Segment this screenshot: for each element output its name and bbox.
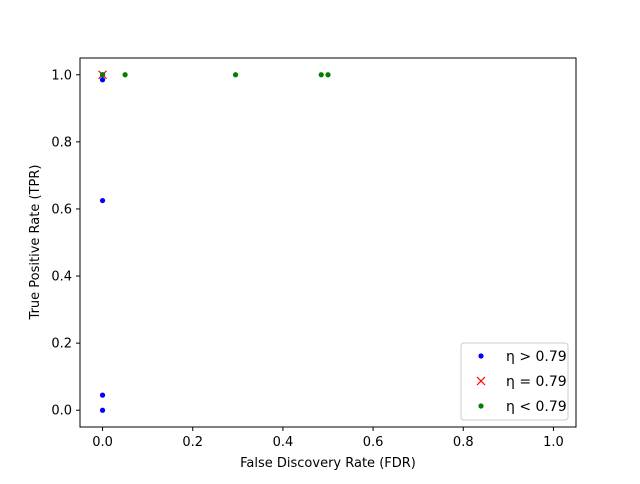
legend-label-2: η < 0.79 [506,399,567,415]
y-axis-label: True Positive Rate (TPR) [28,165,43,321]
plot-frame [79,57,577,428]
x-tick-label: 0.2 [182,435,203,450]
legend-box [460,342,569,421]
data-point-series-2 [99,72,106,78]
y-tick-label: 0.6 [51,202,72,217]
data-point-series-0 [99,77,106,83]
x-axis-label: False Discovery Rate (FDR) [240,456,416,471]
data-point-series-2 [232,72,239,78]
y-tick-label: 0.2 [51,337,72,352]
data-point-series-0 [99,407,106,413]
data-point-series-0 [99,392,106,398]
x-tick-label: 0.6 [363,435,384,450]
legend-label-0: η > 0.79 [506,349,567,365]
y-tick-label: 0.4 [51,270,72,285]
x-tick-label: 0.4 [273,435,294,450]
data-point-series-2 [122,72,128,78]
data-point-series-0 [99,197,106,204]
x-tick-label: 0.8 [453,435,474,450]
data-point-series-2 [318,72,324,78]
y-tick-label: 0.8 [51,135,72,150]
y-tick-label: 1.0 [51,68,72,83]
legend-marker-1 [476,376,486,386]
legend-label-1: η = 0.79 [506,374,567,390]
legend-marker-0 [478,353,484,359]
data-point-series-2 [325,72,331,78]
legend-marker-2 [478,403,484,409]
x-tick-label: 1.0 [543,435,564,450]
y-tick-label: 0.0 [51,404,72,419]
x-tick-label: 0.0 [92,435,113,450]
